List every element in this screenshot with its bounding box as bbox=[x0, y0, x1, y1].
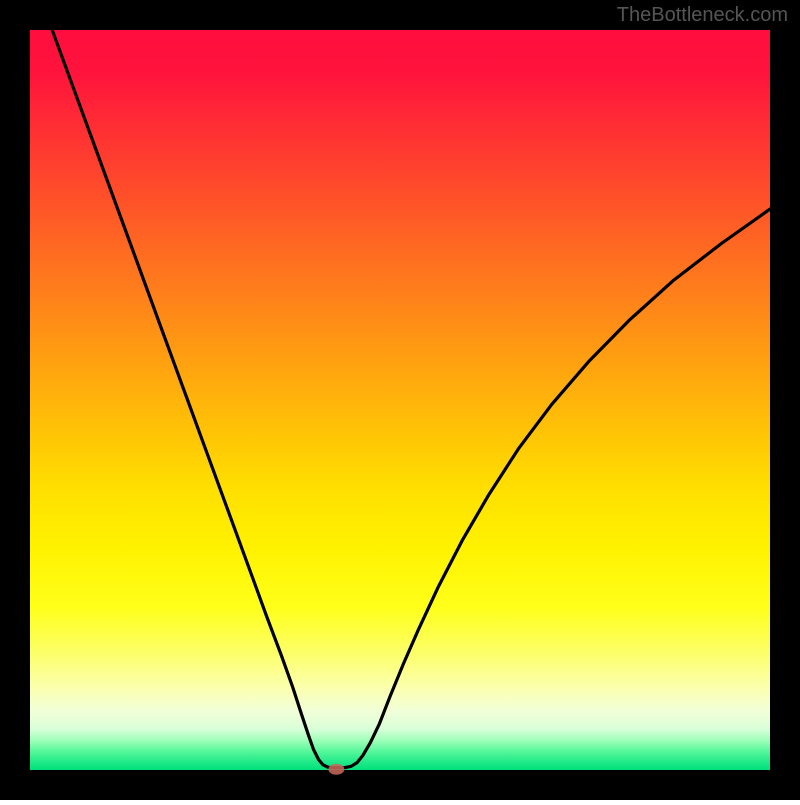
gradient-background bbox=[30, 30, 770, 770]
optimal-point-marker bbox=[328, 764, 344, 775]
bottleneck-chart: TheBottleneck.com bbox=[0, 0, 800, 800]
watermark-text: TheBottleneck.com bbox=[617, 4, 788, 27]
chart-canvas bbox=[0, 0, 800, 800]
